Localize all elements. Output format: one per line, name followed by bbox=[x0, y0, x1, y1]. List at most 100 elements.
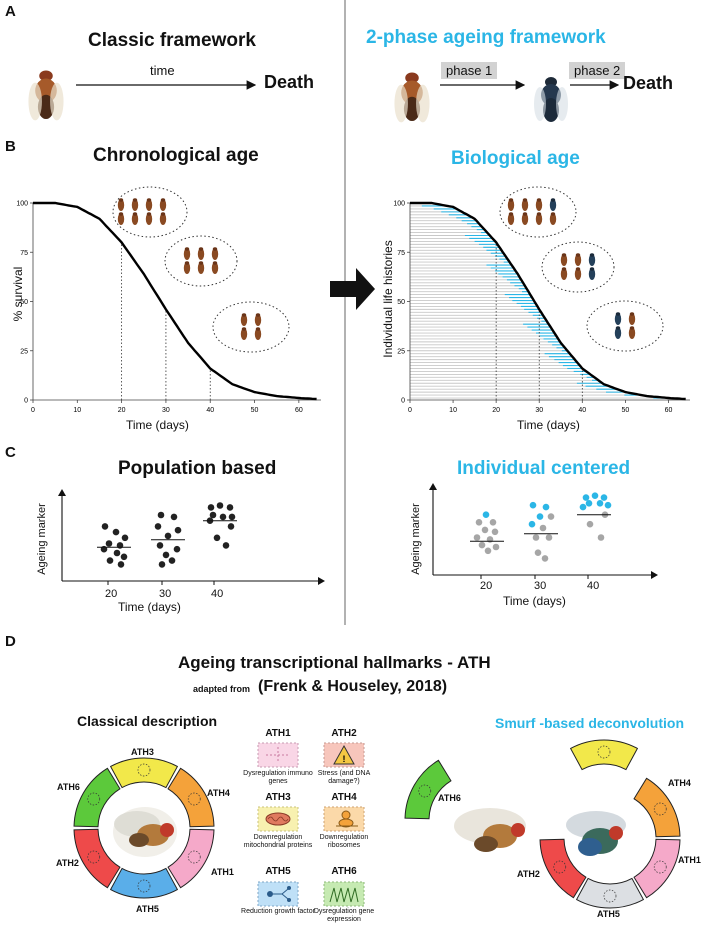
fly-icon bbox=[211, 248, 219, 260]
marker-dot bbox=[156, 542, 164, 549]
y-tick-label: 50 bbox=[397, 299, 405, 306]
y-axis-arrowhead bbox=[429, 483, 437, 490]
marker-dot bbox=[582, 494, 590, 501]
segment-icon-ath4 bbox=[653, 802, 667, 816]
marker-dot bbox=[541, 555, 549, 562]
fly-head-icon bbox=[118, 198, 124, 202]
x-tick-label: 0 bbox=[31, 407, 35, 414]
chart-b-left-x-axis-label: Time (days) bbox=[126, 418, 189, 432]
fly-icon bbox=[145, 199, 153, 211]
smurf-deconvolution-title: Smurf -based deconvolution bbox=[495, 715, 685, 731]
fly-head-icon bbox=[241, 313, 247, 317]
legend-ath3-icon bbox=[257, 806, 299, 832]
fly-icon bbox=[240, 328, 248, 340]
ring-segment-ath6 bbox=[73, 767, 121, 828]
tick-40-right: 40 bbox=[587, 580, 600, 592]
fly-head-icon bbox=[160, 212, 166, 216]
fly-icon bbox=[254, 314, 262, 326]
marker-dot bbox=[484, 547, 492, 555]
marker-dot bbox=[596, 500, 604, 507]
fly-head-icon bbox=[589, 267, 595, 271]
ageing-marker-y-label-left: Ageing marker bbox=[36, 503, 48, 575]
fly-head-icon bbox=[198, 261, 204, 265]
x-tick-label: 10 bbox=[73, 407, 81, 414]
fly-group-icons bbox=[117, 198, 636, 340]
marker-dot bbox=[117, 561, 125, 568]
left-ring-label-ath6: ATH6 bbox=[57, 782, 80, 792]
survival-curve bbox=[410, 201, 686, 401]
marker-dot bbox=[579, 503, 587, 511]
ring-segment-ath2 bbox=[73, 828, 121, 889]
legend-ath3-desc: Downregulation mitochondrial proteins bbox=[243, 834, 313, 849]
marker-dot bbox=[106, 557, 114, 564]
fly-icon bbox=[145, 213, 153, 225]
two-phase-framework-title: 2-phase ageing framework bbox=[366, 27, 606, 48]
marker-dot bbox=[173, 545, 181, 553]
x-axis-arrowhead bbox=[651, 571, 658, 579]
x-tick-label: 60 bbox=[295, 407, 303, 414]
marker-dot bbox=[601, 511, 609, 518]
marker-dot bbox=[158, 561, 166, 568]
fly-icon bbox=[197, 248, 205, 260]
legend-ath2-desc: Stress (and DNA damage?) bbox=[317, 770, 371, 785]
x-tick-label: 40 bbox=[206, 407, 214, 414]
left-ring-label-ath4: ATH4 bbox=[207, 788, 230, 798]
marker-dot bbox=[545, 534, 553, 541]
marker-dot bbox=[475, 519, 483, 526]
fly-icon bbox=[131, 199, 139, 211]
fly-head-icon bbox=[160, 198, 166, 202]
marker-dot bbox=[213, 534, 221, 542]
svg-text:!: ! bbox=[343, 754, 346, 764]
marker-dot bbox=[529, 501, 537, 509]
x-tick-label: 50 bbox=[251, 407, 259, 414]
marker-dot bbox=[486, 536, 494, 543]
panel-label-b: B bbox=[5, 138, 16, 155]
marker-dot bbox=[162, 551, 170, 559]
fly-icon bbox=[131, 213, 139, 225]
adapted-reference: (Frenk & Houseley, 2018) bbox=[258, 678, 448, 695]
left-ring-label-ath5: ATH5 bbox=[136, 904, 159, 914]
phase-2-label: phase 2 bbox=[569, 62, 626, 79]
marker-dot bbox=[482, 511, 490, 518]
fly-group-day20-right bbox=[499, 186, 577, 238]
fly-head-icon bbox=[615, 326, 621, 330]
fly-image-classic bbox=[28, 70, 64, 121]
segment-icon-ath2 bbox=[553, 860, 567, 874]
fly-group-day30-right bbox=[541, 241, 615, 293]
x-tick-label: 60 bbox=[665, 407, 673, 414]
marker-dot bbox=[216, 502, 224, 509]
life-histories-y-axis-label: Individual life histories bbox=[381, 240, 395, 358]
fly-icon bbox=[117, 199, 125, 211]
marker-dot bbox=[481, 526, 489, 534]
fly-icon bbox=[507, 213, 515, 225]
marker-dot bbox=[174, 526, 182, 534]
marker-dot bbox=[121, 534, 129, 542]
marker-dot bbox=[105, 540, 113, 547]
classic-framework-title: Classic framework bbox=[88, 30, 256, 51]
death-label-right: Death bbox=[623, 73, 674, 93]
fly-icon bbox=[628, 313, 636, 325]
adapted-from-label: adapted from bbox=[193, 684, 251, 694]
fly-head-icon bbox=[132, 212, 138, 216]
legend-ath4-title: ATH4 bbox=[331, 792, 357, 803]
marker-dot bbox=[219, 513, 227, 521]
legend-ath4-desc: Downregulation ribosomes bbox=[319, 834, 369, 849]
life-histories-chart: 0 10 20 30 40 50 60 0 25 50 75 100 bbox=[393, 201, 690, 414]
y-tick-label: 0 bbox=[24, 398, 28, 405]
fly-head-icon bbox=[241, 327, 247, 331]
marker-dot bbox=[100, 545, 108, 553]
marker-dot bbox=[489, 519, 497, 526]
marker-dot bbox=[120, 553, 128, 561]
smurf-fly-icon bbox=[549, 199, 557, 211]
smurf-fly-icon bbox=[588, 268, 596, 280]
fly-head-icon bbox=[184, 261, 190, 265]
fly-head-icon bbox=[629, 326, 635, 330]
marker-dot bbox=[207, 504, 215, 511]
fly-head-icon bbox=[508, 198, 514, 202]
legend-ath2-title: ATH2 bbox=[331, 728, 357, 739]
ring-segment-ath6 bbox=[404, 759, 452, 820]
fly-icon bbox=[574, 268, 582, 280]
ring-segment-ath5 bbox=[575, 877, 645, 909]
fly-head-icon bbox=[146, 198, 152, 202]
